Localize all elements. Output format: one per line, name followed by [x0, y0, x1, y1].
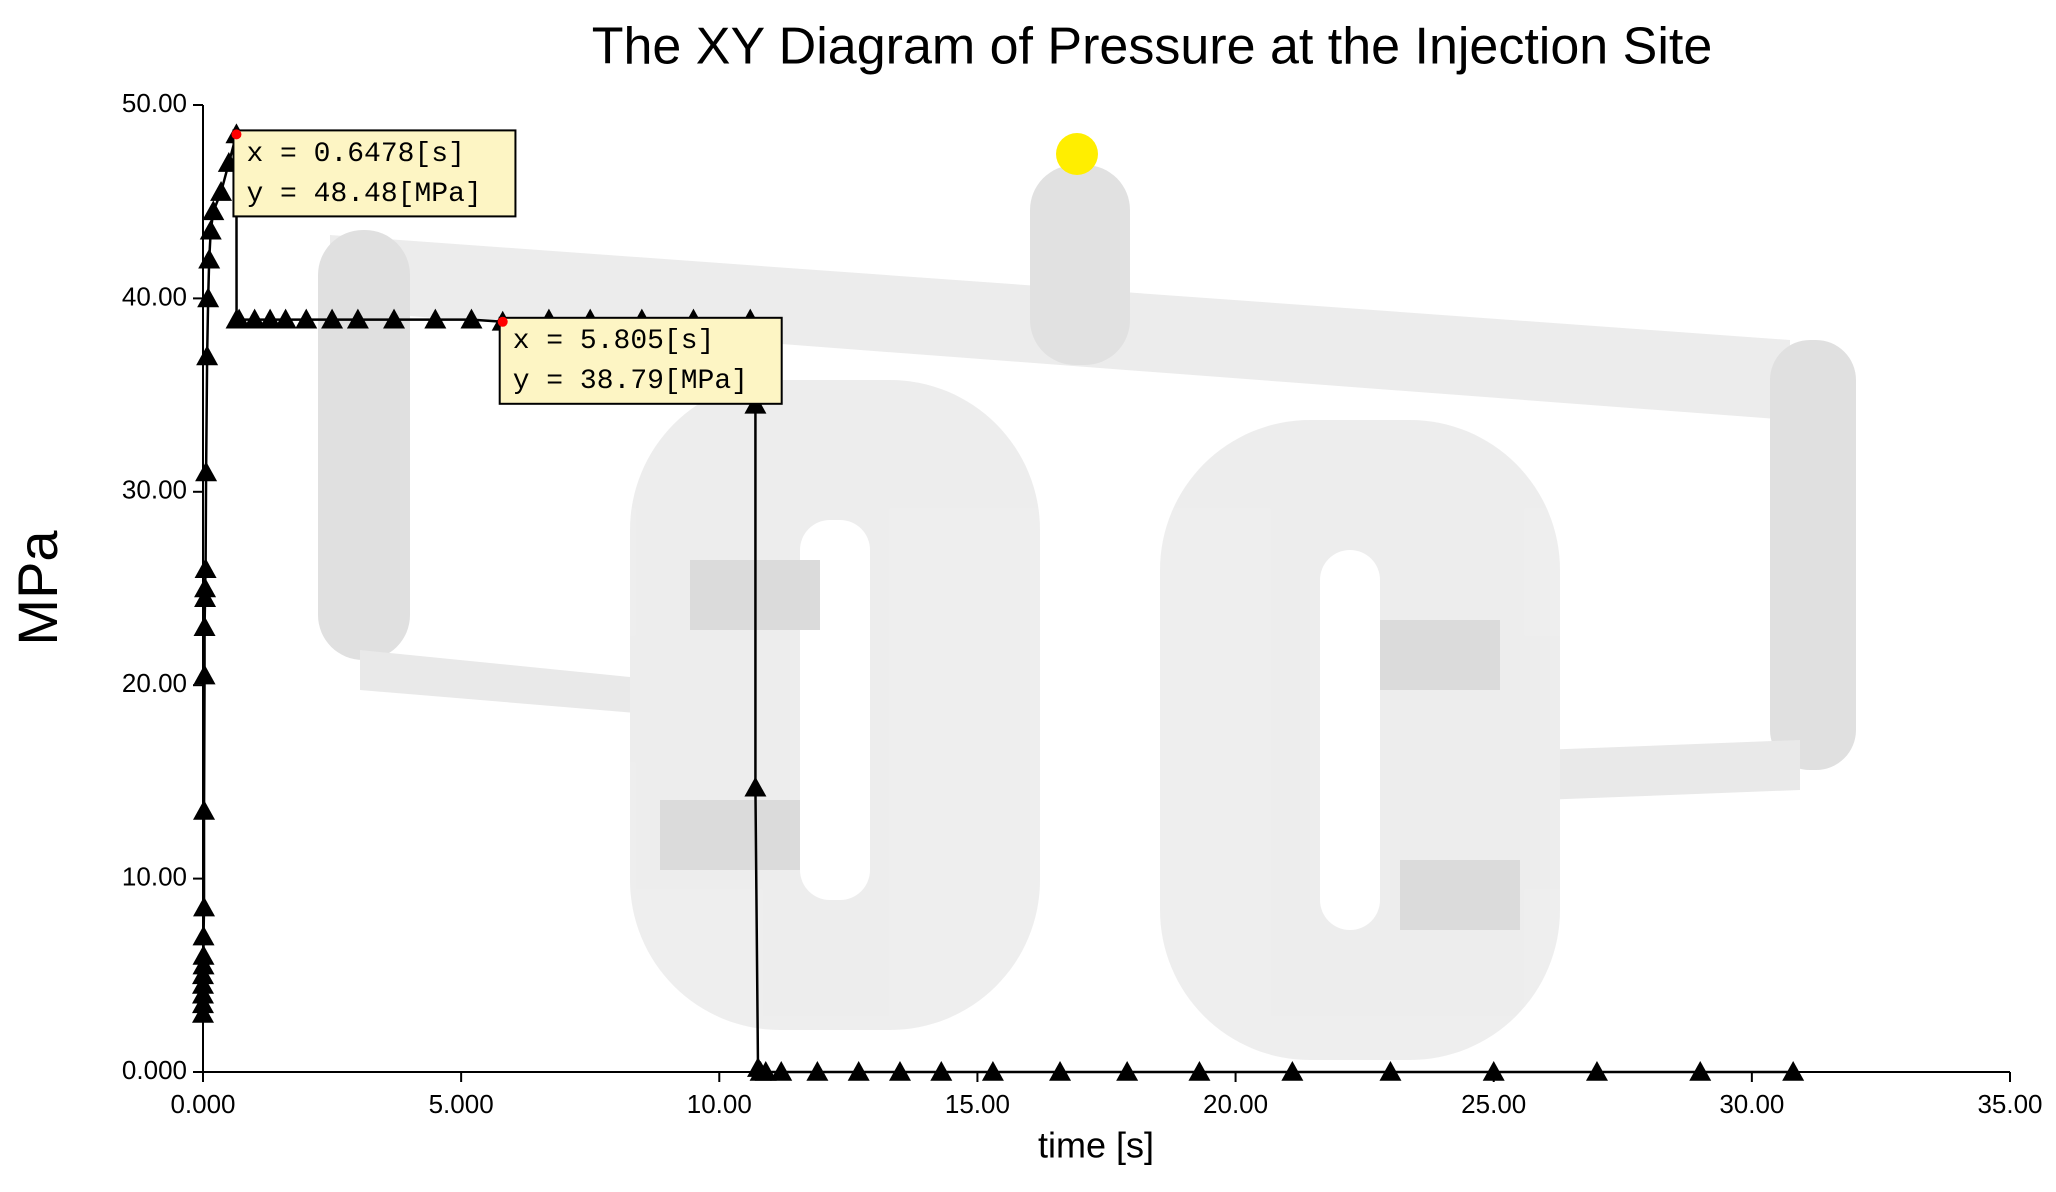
data-marker	[259, 308, 282, 329]
data-marker	[460, 308, 483, 329]
data-marker	[744, 776, 767, 797]
x-tick-label: 5.000	[429, 1089, 494, 1119]
x-tick-label: 10.00	[687, 1089, 752, 1119]
x-tick-label: 20.00	[1203, 1089, 1268, 1119]
data-marker	[195, 461, 218, 482]
data-marker	[930, 1061, 953, 1081]
data-marker	[192, 944, 215, 965]
data-marker	[1782, 1061, 1805, 1081]
data-marker	[194, 577, 217, 598]
data-marker	[295, 308, 318, 329]
data-marker	[193, 896, 216, 917]
data-marker	[192, 925, 215, 946]
x-tick-label: 0.000	[170, 1089, 235, 1119]
background-model	[318, 165, 1856, 1060]
data-marker	[1482, 1061, 1505, 1081]
data-marker	[274, 308, 297, 329]
data-marker	[198, 248, 221, 269]
data-marker	[806, 1061, 829, 1081]
y-axis-label: MPa	[6, 530, 69, 646]
x-axis-label: time [s]	[1038, 1125, 1154, 1166]
data-marker	[196, 345, 219, 366]
annotation-text: y = 48.48[MPa]	[246, 179, 481, 210]
x-tick-label: 30.00	[1719, 1089, 1784, 1119]
data-marker	[1281, 1061, 1304, 1081]
data-marker	[202, 200, 225, 221]
y-tick-label: 40.00	[122, 281, 187, 311]
y-tick-label: 20.00	[122, 668, 187, 698]
data-marker	[1689, 1061, 1712, 1081]
x-tick-label: 25.00	[1461, 1089, 1526, 1119]
data-marker	[210, 181, 233, 201]
data-marker	[847, 1061, 870, 1081]
data-marker	[228, 308, 251, 329]
data-marker	[199, 219, 222, 240]
data-marker	[346, 308, 369, 329]
data-marker	[194, 558, 217, 578]
data-marker	[754, 1061, 777, 1081]
data-marker	[1116, 1061, 1139, 1081]
data-marker	[770, 1061, 793, 1081]
data-marker	[193, 616, 216, 636]
data-marker	[1049, 1061, 1072, 1081]
data-marker	[383, 308, 406, 329]
y-tick-label: 0.000	[122, 1055, 187, 1085]
data-marker	[888, 1061, 911, 1081]
injection-point	[1056, 133, 1098, 175]
data-marker	[1585, 1061, 1608, 1081]
annotation-text: x = 0.6478[s]	[246, 139, 464, 170]
data-marker	[243, 308, 266, 329]
data-marker	[981, 1061, 1004, 1081]
y-tick-label: 10.00	[122, 861, 187, 891]
data-marker	[193, 664, 216, 685]
chart-title: The XY Diagram of Pressure at the Inject…	[592, 18, 1713, 76]
data-marker	[424, 308, 447, 329]
annotation-point	[231, 129, 242, 140]
y-tick-label: 50.00	[122, 88, 187, 118]
data-marker	[1379, 1061, 1402, 1081]
annotation-text: x = 5.805[s]	[513, 326, 715, 357]
annotation-box	[498, 316, 783, 405]
annotation-point	[497, 316, 508, 327]
data-marker	[197, 287, 220, 308]
x-tick-label: 35.00	[1977, 1089, 2042, 1119]
annotation-box	[232, 129, 517, 218]
data-marker	[193, 799, 216, 820]
data-marker	[1188, 1061, 1211, 1081]
x-tick-label: 15.00	[945, 1089, 1010, 1119]
y-tick-label: 30.00	[122, 475, 187, 505]
data-marker	[321, 308, 344, 329]
annotation-text: y = 38.79[MPa]	[513, 366, 748, 397]
